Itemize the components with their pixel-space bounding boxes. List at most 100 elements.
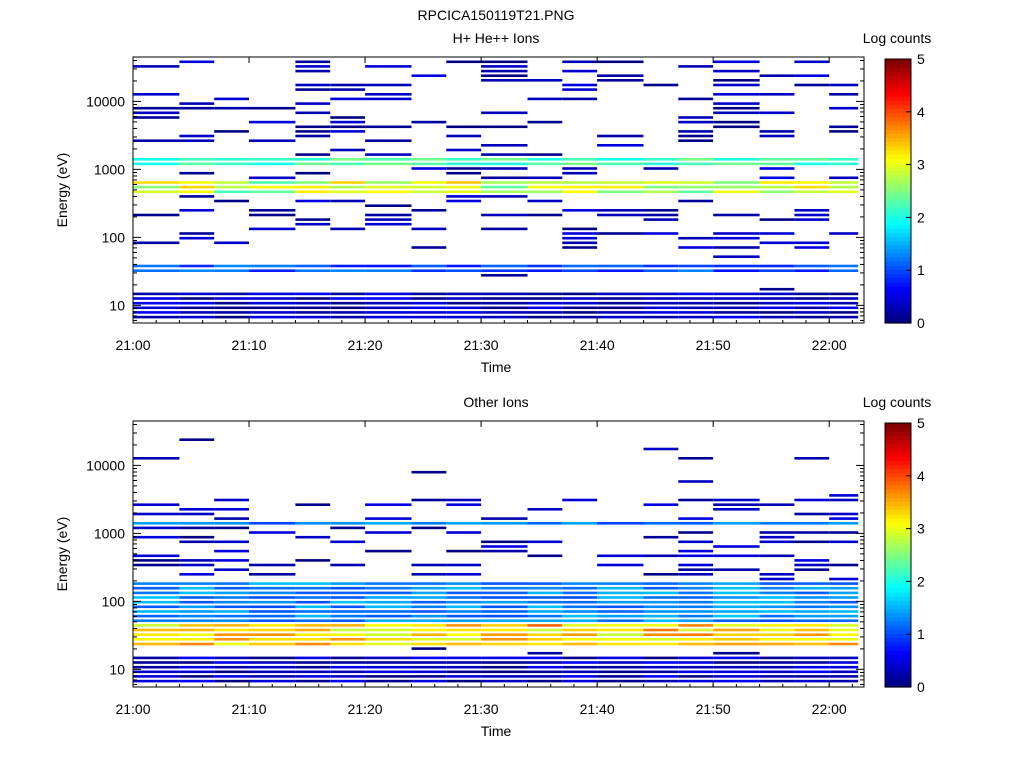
heatmap-cell — [527, 199, 563, 203]
heatmap-cell — [330, 591, 366, 595]
heatmap-cell — [481, 269, 528, 272]
heatmap-cell — [643, 642, 679, 646]
heatmap-cell — [411, 600, 447, 604]
heatmap-cell — [249, 315, 296, 319]
heatmap-cell — [597, 144, 644, 147]
y-tick-label: 10 — [109, 297, 125, 313]
heatmap-cell — [411, 614, 447, 618]
heatmap-cell — [527, 153, 563, 156]
heatmap-cell — [794, 209, 830, 212]
heatmap-cell — [295, 610, 331, 613]
heatmap-cell — [562, 665, 598, 669]
heatmap-cell — [365, 97, 412, 101]
heatmap-cell — [562, 297, 598, 300]
heatmap-cell — [295, 624, 331, 627]
y-tick-label: 10000 — [86, 457, 125, 473]
colorbar-step — [885, 579, 911, 585]
heatmap-cell — [527, 614, 563, 618]
heatmap-cell — [411, 582, 447, 585]
heatmap-cell — [562, 610, 598, 613]
heatmap-cell — [214, 624, 249, 627]
heatmap-cell — [713, 120, 760, 124]
heatmap-cell — [446, 591, 482, 595]
heatmap-cell — [829, 586, 859, 590]
heatmap-cell — [759, 111, 795, 115]
colorbar-step — [885, 530, 911, 535]
heatmap-cell — [411, 190, 447, 194]
heatmap-cell — [446, 665, 482, 669]
colorbar-step — [885, 203, 911, 209]
heatmap-cell — [562, 642, 598, 646]
heatmap-cell — [527, 554, 563, 558]
heatmap-cell — [759, 582, 795, 585]
heatmap-cell — [249, 614, 296, 618]
heatmap-cell — [214, 675, 249, 678]
heatmap-cell — [365, 139, 412, 142]
heatmap-cell — [643, 582, 679, 585]
heatmap-cell — [214, 526, 249, 530]
heatmap-cell — [794, 292, 830, 296]
heatmap-cell — [330, 582, 366, 585]
heatmap-cell — [562, 69, 598, 73]
heatmap-cell — [133, 665, 180, 669]
heatmap-cell — [446, 531, 482, 534]
heatmap-cell — [597, 264, 644, 268]
heatmap-cell — [829, 633, 859, 636]
heatmap-cell — [759, 232, 795, 235]
heatmap-cell — [678, 301, 714, 305]
heatmap-cell — [562, 264, 598, 268]
heatmap-cell — [295, 596, 331, 599]
heatmap-cell — [133, 111, 180, 115]
heatmap-cell — [759, 614, 795, 618]
heatmap-cell — [133, 269, 180, 272]
heatmap-cell — [295, 605, 331, 609]
heatmap-cell — [643, 586, 679, 590]
colorbar-step — [885, 538, 911, 544]
colorbar-step — [885, 87, 911, 93]
heatmap-cell — [829, 83, 859, 87]
heatmap-cell — [829, 600, 859, 604]
heatmap-cell — [365, 531, 412, 534]
heatmap-cell — [829, 93, 859, 96]
heatmap-cell — [481, 79, 528, 82]
heatmap-cell — [527, 213, 563, 217]
heatmap-cell — [562, 60, 598, 64]
colorbar-step — [885, 559, 911, 564]
heatmap-cell — [678, 665, 714, 669]
heatmap-cell — [713, 106, 760, 110]
heatmap-cell — [179, 269, 215, 272]
heatmap-cell — [597, 162, 644, 166]
heatmap-cell — [295, 582, 331, 585]
heatmap-cell — [759, 633, 795, 636]
heatmap-cell — [249, 665, 296, 669]
heatmap-cell — [713, 102, 760, 105]
colorbar-step — [885, 447, 911, 453]
heatmap-cell — [713, 600, 760, 604]
colorbar-step — [885, 104, 911, 110]
heatmap-cell — [759, 675, 795, 678]
heatmap-cell — [794, 642, 830, 646]
heatmap-cell — [527, 642, 563, 646]
x-tick-label: 21:20 — [348, 701, 383, 717]
heatmap-cell — [759, 503, 795, 506]
colorbar-step — [885, 678, 911, 684]
colorbar-step — [885, 63, 911, 68]
heatmap-cell — [829, 297, 859, 300]
panel-bottom-colorbar: 0 1 2 3 4 5 — [884, 415, 925, 695]
colorbar-step — [885, 423, 911, 428]
heatmap-cell — [446, 199, 482, 203]
heatmap-cell — [759, 292, 795, 296]
colorbar-step — [885, 456, 911, 461]
heatmap-cell — [829, 315, 859, 319]
heatmap-cell — [446, 563, 482, 567]
heatmap-cell — [643, 522, 679, 525]
heatmap-cell — [365, 586, 412, 590]
heatmap-cell — [678, 633, 714, 636]
heatmap-cell — [527, 264, 563, 268]
heatmap-cell — [597, 582, 644, 585]
heatmap-cell — [527, 311, 563, 314]
heatmap-cell — [411, 638, 447, 641]
heatmap-cell — [562, 158, 598, 161]
heatmap-cell — [678, 199, 714, 203]
heatmap-cell — [446, 315, 482, 319]
